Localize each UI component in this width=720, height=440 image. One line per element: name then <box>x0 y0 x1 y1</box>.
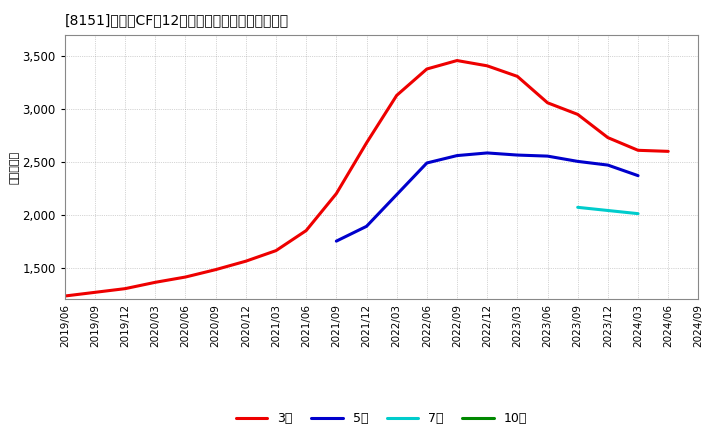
Line: 7年: 7年 <box>577 207 638 214</box>
5年 <box>543 154 552 159</box>
Text: [8151]　営業CFの12か月移動合計の平均値の推移: [8151] 営業CFの12か月移動合計の平均値の推移 <box>65 13 289 27</box>
Line: 5年: 5年 <box>336 153 638 241</box>
3年 <box>392 93 401 98</box>
5年 <box>634 173 642 178</box>
3年 <box>573 112 582 117</box>
5年 <box>603 162 612 168</box>
3年 <box>603 135 612 140</box>
5年 <box>362 224 371 229</box>
5年 <box>483 150 492 156</box>
3年 <box>453 58 462 63</box>
3年 <box>362 140 371 146</box>
5年 <box>513 152 522 158</box>
7年 <box>603 208 612 213</box>
Legend: 3年, 5年, 7年, 10年: 3年, 5年, 7年, 10年 <box>231 407 532 430</box>
3年 <box>634 148 642 153</box>
7年 <box>573 205 582 210</box>
3年 <box>664 149 672 154</box>
3年 <box>60 293 69 299</box>
3年 <box>513 74 522 79</box>
3年 <box>543 100 552 106</box>
3年 <box>423 66 431 72</box>
5年 <box>453 153 462 158</box>
3年 <box>121 286 130 291</box>
3年 <box>271 248 280 253</box>
Y-axis label: （百万円）: （百万円） <box>9 150 19 184</box>
Line: 3年: 3年 <box>65 61 668 296</box>
3年 <box>241 259 250 264</box>
5年 <box>392 192 401 197</box>
3年 <box>302 228 310 233</box>
3年 <box>181 275 190 280</box>
3年 <box>332 191 341 196</box>
5年 <box>423 160 431 165</box>
3年 <box>151 280 160 285</box>
5年 <box>573 159 582 164</box>
3年 <box>91 290 99 295</box>
3年 <box>212 267 220 272</box>
5年 <box>332 238 341 244</box>
7年 <box>634 211 642 216</box>
3年 <box>483 63 492 69</box>
